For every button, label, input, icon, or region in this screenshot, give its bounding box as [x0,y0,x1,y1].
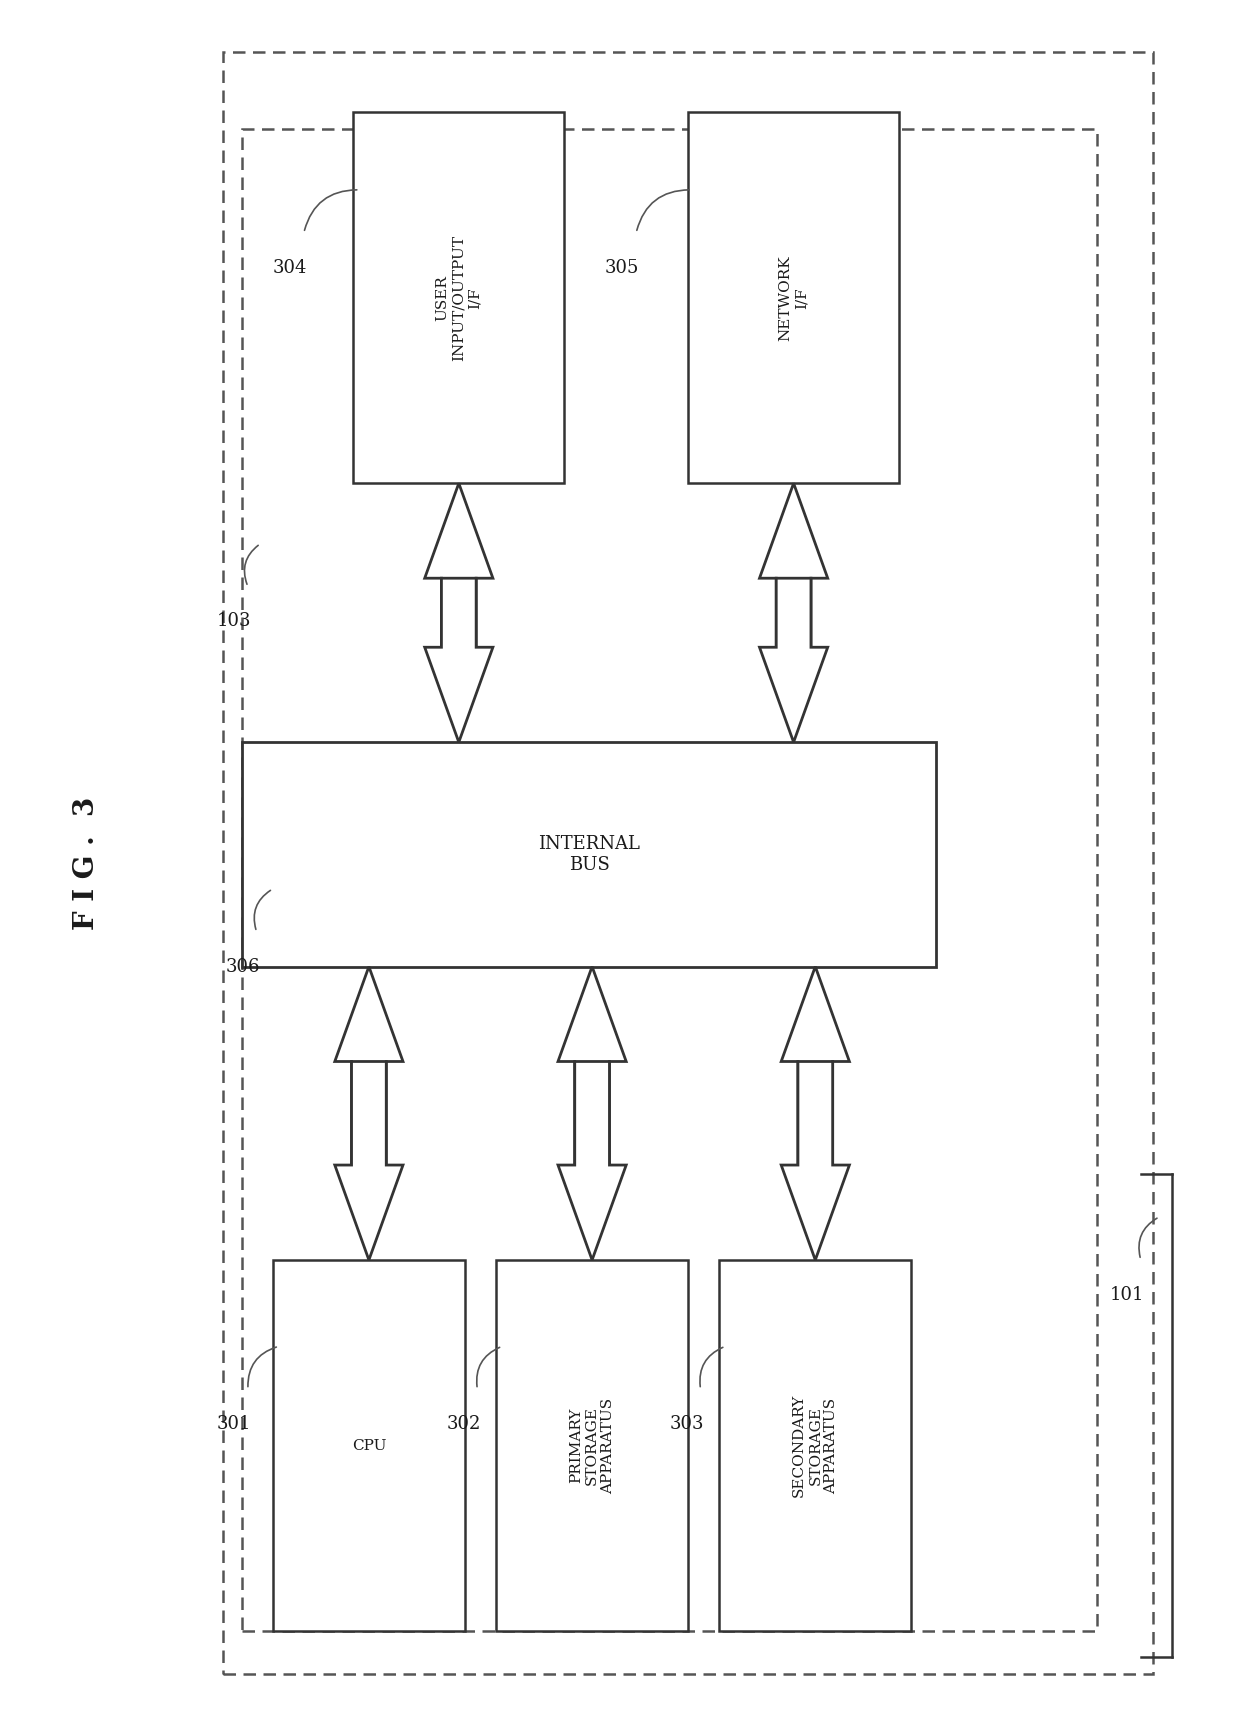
Text: NETWORK
I/F: NETWORK I/F [779,255,808,340]
Polygon shape [781,967,849,1165]
Polygon shape [558,1061,626,1260]
Polygon shape [558,967,626,1165]
Text: 303: 303 [670,1415,704,1433]
Bar [496,1260,688,1631]
Polygon shape [424,578,494,742]
Text: 301: 301 [217,1415,252,1433]
Text: CPU: CPU [352,1438,386,1453]
Bar [273,1260,465,1631]
Text: SECONDARY
STORAGE
APPARATUS: SECONDARY STORAGE APPARATUS [792,1395,838,1496]
Polygon shape [759,483,828,647]
Text: INTERNAL
BUS: INTERNAL BUS [538,835,640,873]
Polygon shape [759,578,828,742]
Polygon shape [781,1061,849,1260]
Text: 306: 306 [226,958,260,975]
Text: 302: 302 [446,1415,481,1433]
Text: 103: 103 [217,613,252,630]
Bar [242,129,1097,1631]
Polygon shape [335,967,403,1165]
Bar [223,52,1153,1674]
Text: F I G .  3: F I G . 3 [73,796,100,930]
Text: 101: 101 [1110,1286,1145,1303]
Polygon shape [424,483,494,647]
Bar [242,742,936,967]
Text: USER
INPUT/OUTPUT
I/F: USER INPUT/OUTPUT I/F [435,235,482,361]
Bar [353,112,564,483]
Text: PRIMARY
STORAGE
APPARATUS: PRIMARY STORAGE APPARATUS [569,1398,615,1493]
Bar [719,1260,911,1631]
Polygon shape [335,1061,403,1260]
Bar [688,112,899,483]
Text: 305: 305 [605,259,640,276]
Text: 304: 304 [273,259,308,276]
